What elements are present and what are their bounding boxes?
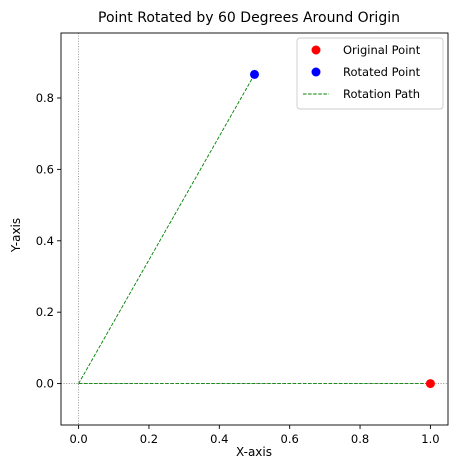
scatter-point-original-point [425,379,435,389]
chart-title: Point Rotated by 60 Degrees Around Origi… [98,10,400,26]
scatter-point-rotated-point [250,69,259,79]
x-tick-label: 0.0 [69,432,87,446]
x-tick-label: 0.4 [210,432,228,446]
y-axis-label: Y-axis [9,218,23,253]
legend-marker-original-point [311,45,321,55]
y-tick-label: 0.4 [36,234,54,248]
plot-frame [60,32,449,426]
y-tick-label: 0.2 [36,305,54,319]
rotation-path-line-2 [78,74,255,384]
x-axis-label: X-axis [236,445,272,459]
y-tick-label: 0.8 [36,91,54,105]
y-tick-label: 0.6 [36,162,54,176]
legend-marker-rotated-point [311,67,321,77]
x-tick-label: 0.6 [281,432,299,446]
x-tick-label: 1.0 [421,432,439,446]
legend-label-rotation-path: Rotation Path [343,87,420,101]
x-tick-label: 0.2 [140,432,158,446]
legend: Original Point Rotated Point Rotation Path [296,37,444,110]
legend-label-rotated-point: Rotated Point [343,65,421,79]
legend-label-original-point: Original Point [343,43,421,57]
x-tick-label: 0.8 [351,432,369,446]
legend-box [296,37,444,110]
y-tick-label: 0.0 [36,377,54,391]
